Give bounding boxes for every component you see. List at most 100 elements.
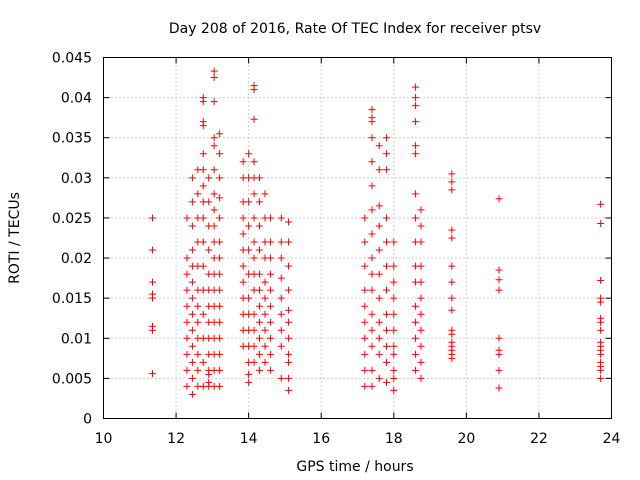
- data-point: [390, 262, 398, 270]
- data-point: [375, 166, 383, 174]
- data-point: [250, 214, 258, 222]
- data-point: [448, 330, 456, 338]
- data-point: [495, 350, 503, 358]
- data-point: [205, 198, 213, 206]
- data-point: [383, 214, 391, 222]
- data-point: [256, 302, 264, 310]
- data-point: [256, 198, 264, 206]
- data-point: [239, 214, 247, 222]
- data-point: [245, 378, 253, 386]
- data-point: [495, 276, 503, 284]
- data-point: [285, 262, 293, 270]
- data-point: [285, 318, 293, 326]
- data-point: [245, 198, 253, 206]
- data-point: [277, 294, 285, 302]
- y-tick-label: 0.02: [61, 251, 92, 267]
- data-point: [383, 262, 391, 270]
- data-point: [266, 214, 274, 222]
- data-point: [216, 174, 224, 182]
- data-point: [375, 246, 383, 254]
- data-point: [261, 190, 269, 198]
- data-point: [239, 230, 247, 238]
- data-point: [390, 310, 398, 318]
- data-point: [183, 286, 191, 294]
- data-point: [368, 158, 376, 166]
- data-point: [368, 286, 376, 294]
- data-point: [210, 142, 218, 150]
- data-point: [188, 278, 196, 286]
- data-point: [256, 350, 264, 358]
- data-point: [383, 150, 391, 158]
- data-point: [183, 334, 191, 342]
- data-point: [412, 350, 420, 358]
- data-point: [188, 198, 196, 206]
- data-point: [256, 366, 264, 374]
- data-point: [417, 222, 425, 230]
- data-point: [495, 384, 503, 392]
- data-point: [188, 294, 196, 302]
- data-point: [390, 238, 398, 246]
- data-point: [285, 374, 293, 382]
- data-point: [368, 366, 376, 374]
- data-point: [448, 226, 456, 234]
- y-tick-label: 0.025: [52, 211, 92, 227]
- data-point: [266, 286, 274, 294]
- data-point: [390, 386, 398, 394]
- data-point: [448, 306, 456, 314]
- data-point: [361, 382, 369, 390]
- data-point: [361, 350, 369, 358]
- data-point: [188, 390, 196, 398]
- data-point: [199, 310, 207, 318]
- data-point: [285, 350, 293, 358]
- x-tick-label: 24: [603, 431, 621, 447]
- data-point: [148, 370, 156, 378]
- data-point: [285, 334, 293, 342]
- data-point: [245, 150, 253, 158]
- data-point: [210, 134, 218, 142]
- data-point: [250, 158, 258, 166]
- data-point: [361, 262, 369, 270]
- data-point: [266, 254, 274, 262]
- data-point: [361, 286, 369, 294]
- data-point: [194, 350, 202, 358]
- y-tick-label: 0.01: [61, 331, 92, 347]
- data-point: [285, 218, 293, 226]
- data-point: [199, 182, 207, 190]
- data-point: [495, 266, 503, 274]
- data-point: [261, 358, 269, 366]
- data-point: [448, 294, 456, 302]
- data-point: [210, 74, 218, 82]
- data-point: [250, 115, 258, 123]
- data-point: [495, 195, 503, 203]
- chart-title: Day 208 of 2016, Rate Of TEC Index for r…: [169, 21, 541, 37]
- data-point: [383, 326, 391, 334]
- data-point: [148, 246, 156, 254]
- data-point: [256, 270, 264, 278]
- data-point: [277, 342, 285, 350]
- data-point: [188, 222, 196, 230]
- data-point: [368, 106, 376, 114]
- y-tick-label: 0.04: [61, 91, 92, 107]
- data-point: [448, 354, 456, 362]
- data-point: [417, 374, 425, 382]
- data-point: [216, 130, 224, 138]
- data-point: [285, 358, 293, 366]
- data-point: [266, 302, 274, 310]
- data-point: [194, 366, 202, 374]
- data-point: [390, 366, 398, 374]
- data-point: [199, 358, 207, 366]
- y-tick-label: 0.015: [52, 291, 92, 307]
- data-point: [597, 200, 605, 208]
- data-point: [256, 246, 264, 254]
- data-point: [199, 150, 207, 158]
- data-point: [216, 318, 224, 326]
- y-axis-label: ROTI / TECUs: [7, 192, 23, 284]
- data-point: [412, 102, 420, 110]
- data-point: [361, 302, 369, 310]
- data-point: [205, 370, 213, 378]
- data-point: [368, 206, 376, 214]
- x-tick-label: 16: [312, 431, 330, 447]
- data-point: [417, 262, 425, 270]
- data-point: [256, 174, 264, 182]
